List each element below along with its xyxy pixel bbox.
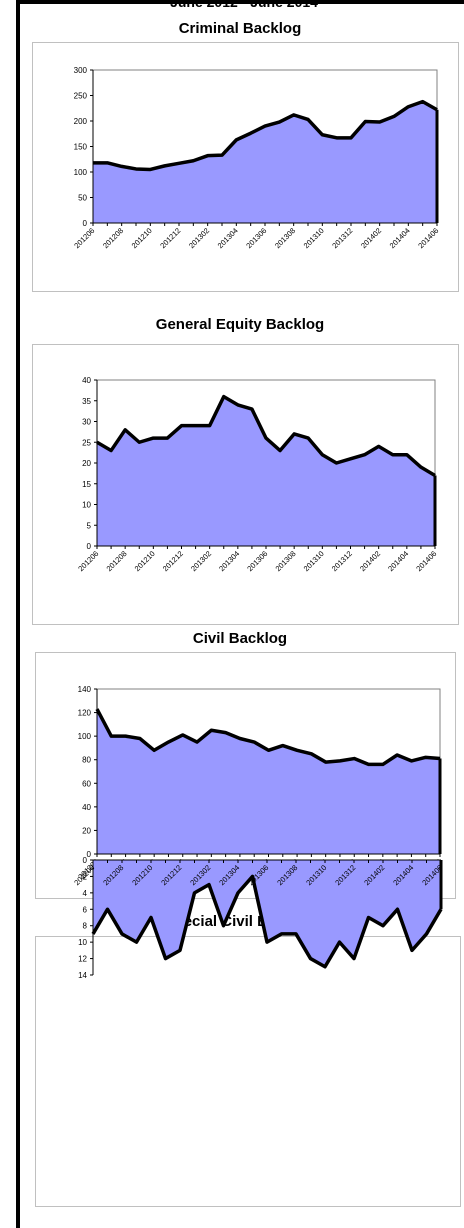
civil-chart-frame [35,652,456,899]
general-equity-chart-title: General Equity Backlog [155,316,325,333]
special-civil-chart-frame [35,936,461,1207]
page-header: June 2012 - June 2014 [170,0,318,10]
special-civil-chart-title: Special Civil Backlog [164,913,316,930]
criminal-chart-frame [32,42,459,292]
general-equity-chart-frame [32,344,459,625]
criminal-chart-title: Criminal Backlog [178,20,302,37]
civil-chart-title: Civil Backlog [192,630,288,647]
